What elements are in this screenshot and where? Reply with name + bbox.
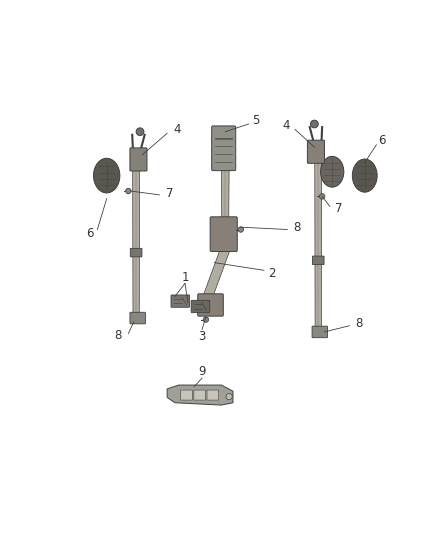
FancyBboxPatch shape xyxy=(181,390,192,400)
Circle shape xyxy=(238,227,244,232)
FancyBboxPatch shape xyxy=(191,301,210,313)
FancyBboxPatch shape xyxy=(212,126,236,171)
Text: 8: 8 xyxy=(355,317,362,330)
FancyBboxPatch shape xyxy=(210,217,237,252)
Text: 4: 4 xyxy=(282,119,290,132)
Text: 5: 5 xyxy=(253,114,260,127)
Circle shape xyxy=(126,188,131,193)
Circle shape xyxy=(226,393,232,400)
Polygon shape xyxy=(315,160,322,334)
Text: 1: 1 xyxy=(181,271,189,284)
Circle shape xyxy=(311,120,318,128)
FancyBboxPatch shape xyxy=(171,295,190,308)
Text: 4: 4 xyxy=(173,123,181,136)
Ellipse shape xyxy=(352,159,377,192)
FancyBboxPatch shape xyxy=(130,148,147,171)
Text: 6: 6 xyxy=(86,227,93,240)
Ellipse shape xyxy=(321,156,344,187)
Text: 9: 9 xyxy=(198,366,206,378)
Ellipse shape xyxy=(93,158,120,193)
Text: 8: 8 xyxy=(115,329,122,342)
Polygon shape xyxy=(202,251,230,299)
Polygon shape xyxy=(133,168,140,322)
Circle shape xyxy=(136,128,144,135)
Circle shape xyxy=(319,193,325,199)
FancyBboxPatch shape xyxy=(130,312,145,324)
Text: 7: 7 xyxy=(166,187,173,200)
Polygon shape xyxy=(221,169,229,222)
FancyBboxPatch shape xyxy=(207,390,219,400)
FancyBboxPatch shape xyxy=(194,390,205,400)
Text: 6: 6 xyxy=(378,134,385,148)
FancyBboxPatch shape xyxy=(131,248,142,257)
FancyBboxPatch shape xyxy=(198,294,223,316)
Text: 8: 8 xyxy=(293,222,300,235)
FancyBboxPatch shape xyxy=(307,140,325,163)
Text: 2: 2 xyxy=(268,267,276,280)
FancyBboxPatch shape xyxy=(312,256,324,264)
Text: 3: 3 xyxy=(198,330,206,343)
FancyBboxPatch shape xyxy=(312,326,328,338)
Text: 7: 7 xyxy=(336,202,343,215)
Polygon shape xyxy=(167,385,233,405)
Circle shape xyxy=(203,317,208,322)
